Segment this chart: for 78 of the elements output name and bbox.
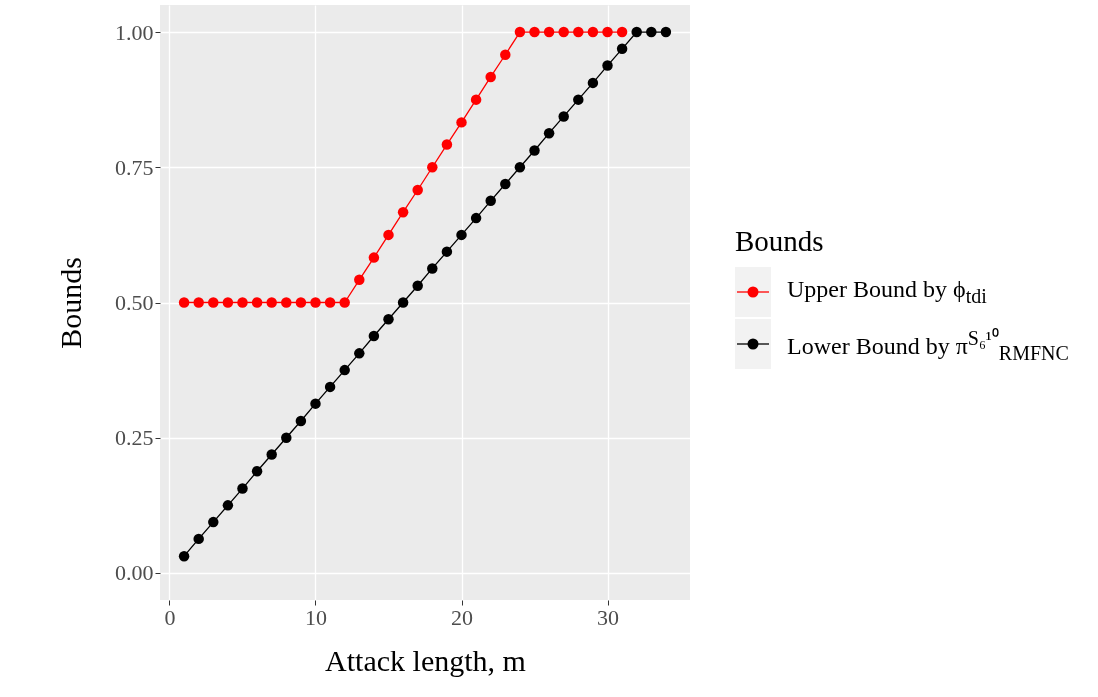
point (427, 162, 438, 173)
point (529, 145, 540, 156)
point (397, 297, 409, 308)
point (251, 466, 263, 477)
point (383, 229, 394, 241)
point (222, 500, 234, 511)
point (324, 381, 336, 393)
point (485, 195, 496, 207)
point (456, 117, 467, 128)
point (266, 297, 277, 308)
x-tick-label: 0 (164, 604, 176, 630)
point (310, 297, 321, 308)
x-tick-label: 10 (305, 604, 327, 630)
legend-title: Bounds (735, 225, 825, 258)
point (208, 297, 219, 308)
point (208, 516, 219, 528)
point (237, 483, 248, 494)
x-axis-title: Attack length, m (325, 643, 526, 677)
point (573, 26, 584, 38)
point (368, 252, 380, 263)
point (543, 26, 555, 38)
point (558, 111, 569, 122)
point (339, 297, 350, 308)
point (383, 314, 394, 325)
point (178, 550, 190, 562)
point (324, 297, 336, 308)
point (368, 330, 380, 342)
y-tick-label: 1.00 (115, 19, 154, 45)
point (251, 297, 263, 308)
point (412, 184, 423, 196)
point (573, 94, 584, 105)
point (500, 178, 511, 190)
point (295, 297, 307, 308)
y-tick-label: 0.00 (115, 560, 154, 586)
point (543, 127, 555, 139)
point (660, 26, 672, 38)
point (529, 26, 540, 38)
point (441, 139, 453, 150)
point (602, 60, 613, 71)
point (427, 263, 438, 274)
point (500, 49, 511, 60)
x-tick-label: 20 (451, 604, 473, 630)
x-tick-label: 30 (597, 604, 620, 630)
point (514, 162, 526, 173)
point (631, 26, 642, 38)
point (514, 26, 526, 38)
point (339, 364, 350, 376)
point (281, 297, 292, 308)
point (266, 449, 277, 460)
point (295, 415, 307, 427)
point (193, 297, 204, 308)
y-tick-label: 0.25 (115, 425, 154, 451)
y-axis-title: Bounds (54, 257, 87, 349)
point (470, 212, 482, 224)
point (281, 432, 292, 443)
point (441, 246, 453, 257)
y-tick-label: 0.75 (115, 154, 154, 180)
point (602, 26, 613, 38)
point (485, 71, 496, 83)
point (587, 77, 599, 89)
point (456, 229, 467, 241)
point (470, 94, 482, 105)
point (587, 26, 599, 38)
point (616, 43, 628, 55)
point (354, 274, 365, 286)
point (178, 297, 190, 308)
point (310, 398, 321, 409)
point (412, 280, 423, 291)
point (397, 206, 409, 218)
point (616, 26, 628, 38)
legend-label: Upper Bound by ϕ$_{tdi}$ (787, 276, 987, 308)
point (354, 348, 365, 359)
point (237, 297, 248, 308)
y-tick-label: 0.50 (115, 290, 154, 315)
point (558, 26, 569, 38)
point (646, 26, 657, 38)
point (222, 297, 234, 308)
point (193, 533, 204, 545)
